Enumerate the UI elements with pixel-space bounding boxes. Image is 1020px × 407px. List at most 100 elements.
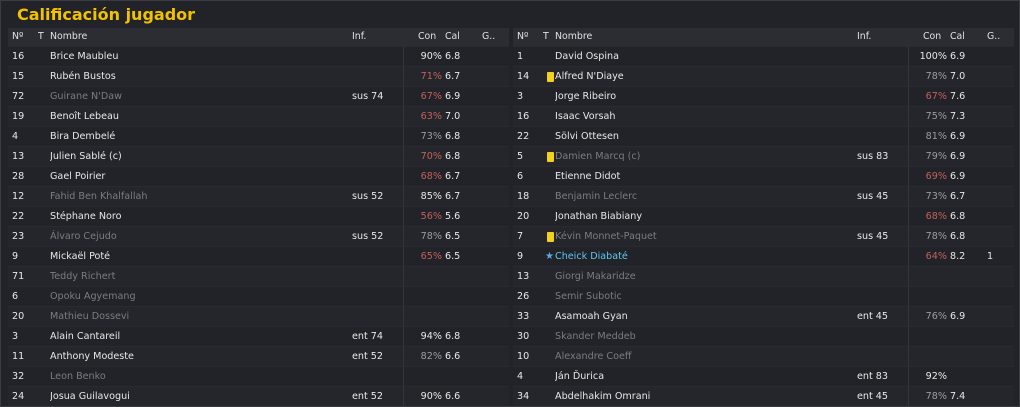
col-header-number[interactable]: Nº bbox=[517, 31, 529, 42]
table-row[interactable]: 28 Gael Poirier 68% 6.7 bbox=[8, 166, 509, 186]
player-name[interactable]: Stéphane Noro bbox=[50, 211, 122, 222]
player-condition: 76% bbox=[925, 311, 947, 322]
table-row[interactable]: 11 Anthony Modeste ent 52 82% 6.6 bbox=[8, 346, 509, 366]
player-name[interactable]: Julien Sablé (c) bbox=[50, 151, 122, 162]
table-row[interactable]: 10 Alexandre Coeff bbox=[513, 346, 1014, 366]
player-name[interactable]: Jorge Ribeiro bbox=[555, 91, 617, 102]
table-row[interactable]: 14 Alfred N'Diaye 78% 7.0 bbox=[513, 66, 1014, 86]
column-divider bbox=[908, 267, 909, 286]
column-divider bbox=[403, 127, 404, 146]
table-row[interactable]: 33 Asamoah Gyan ent 45 76% 6.9 bbox=[513, 306, 1014, 326]
player-name[interactable]: Álvaro Cejudo bbox=[50, 231, 117, 242]
table-row[interactable]: 15 Rubén Bustos 71% 6.7 bbox=[8, 66, 509, 86]
player-condition: 71% bbox=[420, 71, 442, 82]
player-name[interactable]: Mathieu Dossevi bbox=[50, 311, 130, 322]
table-row[interactable]: 32 Leon Benko bbox=[8, 366, 509, 386]
player-name[interactable]: Alexandre Coeff bbox=[555, 351, 632, 362]
column-divider bbox=[403, 227, 404, 246]
player-name[interactable]: Alfred N'Diaye bbox=[555, 71, 624, 82]
player-name[interactable]: Opoku Agyemang bbox=[50, 291, 136, 302]
player-name[interactable]: Isaac Vorsah bbox=[555, 111, 616, 122]
player-number: 72 bbox=[12, 91, 25, 102]
table-row[interactable]: 13 Julien Sablé (c) 70% 6.8 bbox=[8, 146, 509, 166]
table-row[interactable]: 3 Alain Cantareil ent 74 94% 6.8 bbox=[8, 326, 509, 346]
player-name[interactable]: Semir Subotic bbox=[555, 291, 622, 302]
col-header-inf[interactable]: Inf. bbox=[857, 31, 872, 42]
col-header-goals[interactable]: G.. bbox=[482, 31, 496, 42]
table-row[interactable]: 16 Isaac Vorsah 75% 7.3 bbox=[513, 106, 1014, 126]
player-name[interactable]: Benjamin Leclerc bbox=[555, 191, 638, 202]
col-header-cal[interactable]: Cal bbox=[445, 31, 460, 42]
player-name[interactable]: Abdelhakim Omrani bbox=[555, 391, 651, 402]
table-row[interactable]: 71 Teddy Richert bbox=[8, 266, 509, 286]
col-header-con[interactable]: Con bbox=[418, 31, 437, 42]
col-header-name[interactable]: Nombre bbox=[555, 31, 593, 42]
player-name[interactable]: Guirane N'Daw bbox=[50, 91, 122, 102]
player-name[interactable]: Jonathan Biabiany bbox=[555, 211, 643, 222]
player-condition: 78% bbox=[420, 231, 442, 242]
table-row[interactable]: 22 Stéphane Noro 56% 5.6 bbox=[8, 206, 509, 226]
table-row[interactable]: 6 Opoku Agyemang bbox=[8, 286, 509, 306]
table-row[interactable]: 3 Jorge Ribeiro 67% 7.6 bbox=[513, 86, 1014, 106]
table-row[interactable]: 12 Fahid Ben Khalfallah sus 52 85% 6.7 bbox=[8, 186, 509, 206]
player-name[interactable]: Benoît Lebeau bbox=[50, 111, 119, 122]
col-header-t[interactable]: T bbox=[38, 31, 44, 42]
player-name[interactable]: Teddy Richert bbox=[50, 271, 116, 282]
table-row[interactable]: 4 Bira Dembelé 73% 6.8 bbox=[8, 126, 509, 146]
table-row[interactable]: 7 Kévin Monnet-Paquet sus 45 78% 6.8 bbox=[513, 226, 1014, 246]
player-number: 14 bbox=[517, 71, 530, 82]
player-name[interactable]: Leon Benko bbox=[50, 371, 106, 382]
col-header-number[interactable]: Nº bbox=[12, 31, 24, 42]
col-header-name[interactable]: Nombre bbox=[50, 31, 88, 42]
table-row[interactable]: 30 Skander Meddeb bbox=[513, 326, 1014, 346]
table-row[interactable]: 9 Mickaël Poté 65% 6.5 bbox=[8, 246, 509, 266]
player-name[interactable]: Fahid Ben Khalfallah bbox=[50, 191, 148, 202]
player-name[interactable]: Giorgi Makaridze bbox=[555, 271, 636, 282]
player-name[interactable]: Rubén Bustos bbox=[50, 71, 116, 82]
col-header-inf[interactable]: Inf. bbox=[352, 31, 367, 42]
player-name[interactable]: Brice Maubleu bbox=[50, 51, 119, 62]
table-row[interactable]: 1 David Ospina 100% 6.9 bbox=[513, 46, 1014, 66]
player-condition: 56% bbox=[420, 211, 442, 222]
player-rating: 7.0 bbox=[950, 71, 966, 82]
table-row[interactable]: 4 Ján Ďurica ent 83 92% bbox=[513, 366, 1014, 386]
player-name[interactable]: Asamoah Gyan bbox=[555, 311, 628, 322]
table-row[interactable]: 6 Etienne Didot 69% 6.9 bbox=[513, 166, 1014, 186]
player-name[interactable]: Alain Cantareil bbox=[50, 331, 121, 342]
player-name[interactable]: David Ospina bbox=[555, 51, 620, 62]
player-name[interactable]: Ján Ďurica bbox=[555, 371, 605, 382]
player-name[interactable]: Kévin Monnet-Paquet bbox=[555, 231, 657, 242]
table-row[interactable]: 9 Cheick Diabaté 64% 8.2 1 ★ bbox=[513, 246, 1014, 266]
table-row[interactable]: 23 Álvaro Cejudo sus 52 78% 6.5 bbox=[8, 226, 509, 246]
player-number: 32 bbox=[12, 371, 25, 382]
player-name[interactable]: Mickaël Poté bbox=[50, 251, 111, 262]
player-name[interactable]: Cheick Diabaté bbox=[555, 251, 628, 262]
col-header-con[interactable]: Con bbox=[923, 31, 942, 42]
table-row[interactable]: 72 Guirane N'Daw sus 74 67% 6.9 bbox=[8, 86, 509, 106]
player-name[interactable]: Sölvi Ottesen bbox=[555, 131, 619, 142]
player-name[interactable]: Bira Dembelé bbox=[50, 131, 116, 142]
table-row[interactable]: 22 Sölvi Ottesen 81% 6.9 bbox=[513, 126, 1014, 146]
player-name[interactable]: Etienne Didot bbox=[555, 171, 621, 182]
player-name[interactable]: Anthony Modeste bbox=[50, 351, 134, 362]
player-name[interactable]: Josua Guilavogui bbox=[50, 391, 130, 402]
table-row[interactable]: 5 Damien Marcq (c) sus 83 79% 6.9 bbox=[513, 146, 1014, 166]
table-row[interactable]: 20 Jonathan Biabiany 68% 6.8 bbox=[513, 206, 1014, 226]
player-name[interactable]: Skander Meddeb bbox=[555, 331, 636, 342]
table-row[interactable]: 34 Abdelhakim Omrani ent 45 78% 7.4 bbox=[513, 386, 1014, 406]
table-row[interactable]: 26 Semir Subotic bbox=[513, 286, 1014, 306]
col-header-goals[interactable]: G.. bbox=[987, 31, 1001, 42]
table-row[interactable]: 16 Brice Maubleu 90% 6.8 bbox=[8, 46, 509, 66]
player-name[interactable]: Gael Poirier bbox=[50, 171, 106, 182]
table-row[interactable]: 24 Josua Guilavogui ent 52 90% 6.6 bbox=[8, 386, 509, 406]
table-row[interactable]: 20 Mathieu Dossevi bbox=[8, 306, 509, 326]
player-name[interactable]: Damien Marcq (c) bbox=[555, 151, 641, 162]
table-row[interactable]: 18 Benjamin Leclerc sus 45 73% 6.7 bbox=[513, 186, 1014, 206]
player-rating: 6.8 bbox=[950, 231, 966, 242]
player-condition: 67% bbox=[925, 91, 947, 102]
col-header-cal[interactable]: Cal bbox=[950, 31, 965, 42]
col-header-t[interactable]: T bbox=[543, 31, 549, 42]
table-row[interactable]: 19 Benoît Lebeau 63% 7.0 bbox=[8, 106, 509, 126]
player-condition: 85% bbox=[420, 191, 442, 202]
table-row[interactable]: 13 Giorgi Makaridze bbox=[513, 266, 1014, 286]
